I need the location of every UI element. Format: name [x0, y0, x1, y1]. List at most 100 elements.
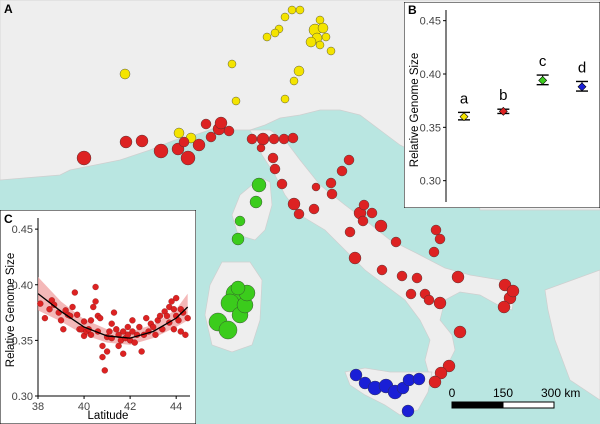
- map-point-red-56: [428, 375, 442, 389]
- panel-c-point-52: [138, 348, 145, 355]
- panel-c-point-63: [163, 312, 171, 320]
- map-point-red-32: [366, 207, 378, 219]
- panel-b-ytick-label-0: 0.30: [420, 176, 441, 188]
- panel-b-mean-d: [577, 82, 587, 92]
- panel-b-y-axis: 0.30 0.35 0.40 0.45: [420, 10, 447, 202]
- panel-c-point-54: [143, 314, 150, 322]
- panel-c-point-33: [106, 328, 113, 335]
- panel-c-point-36: [110, 309, 118, 316]
- panel-c-point-68: [170, 326, 178, 333]
- map-point-red-13: [246, 133, 258, 145]
- panel-c-point-24: [92, 298, 99, 305]
- panel-c-point-20: [87, 331, 95, 338]
- panel-b-ytick-label-2: 0.40: [420, 69, 441, 81]
- map-point-red-24: [308, 203, 320, 215]
- panel-b-group-a: a: [458, 90, 470, 122]
- panel-c-point-21: [87, 317, 95, 324]
- map-point-red-51: [506, 284, 520, 298]
- map-point-red-4: [180, 150, 196, 166]
- panel-c-chart: C Relative Genome Size Latitude 0.30 0.35…: [0, 210, 196, 424]
- panel-c-point-32: [103, 348, 111, 355]
- map-point-red-1: [119, 135, 133, 149]
- map-point-red-3: [153, 143, 169, 159]
- panel-b-group-c: c: [536, 53, 549, 86]
- map-point-red-55: [434, 366, 448, 380]
- panel-c-point-72: [177, 328, 184, 335]
- panel-label-c: C: [4, 212, 13, 226]
- map-point-red-17: [287, 132, 299, 144]
- scale-bar-right-segment: [502, 401, 555, 409]
- map-point-red-47: [423, 294, 435, 306]
- panel-c-point-2: [46, 306, 53, 313]
- panel-c-point-57: [150, 323, 157, 331]
- map-point-red-14: [256, 132, 270, 146]
- map-point-red-25: [311, 182, 321, 192]
- panel-b-chart: B Relative Genome Size 0.300.350.400.45 …: [404, 2, 600, 208]
- map-point-red-16: [278, 133, 290, 145]
- panel-b-frame: [404, 2, 600, 208]
- map-point-red-22: [287, 197, 301, 211]
- map-point-green-7: [218, 320, 238, 340]
- panel-c-ytick-label-3: 0.45: [12, 224, 33, 236]
- panel-c-point-39: [115, 342, 122, 350]
- scale-bar: 0 150 300 km: [449, 386, 580, 409]
- map-point-red-43: [396, 270, 408, 282]
- map-point-red-40: [428, 246, 440, 258]
- map-point-yellow-15: [119, 68, 131, 80]
- map-point-yellow-17: [289, 76, 299, 86]
- map-point-red-31: [358, 199, 370, 211]
- land-greece: [544, 269, 600, 401]
- map-point-red-6: [192, 138, 206, 152]
- panel-c-point-71: [175, 317, 182, 324]
- panel-b-ylabel: Relative Genome Size: [409, 53, 421, 167]
- map-point-red-37: [390, 236, 402, 248]
- panel-b-group-b: b: [497, 87, 510, 116]
- map-point-red-46: [433, 296, 447, 310]
- panel-c-point-58: [152, 331, 159, 338]
- panel-c-xtick-label-1: 40: [78, 401, 90, 413]
- panel-c-point-66: [168, 298, 175, 305]
- panel-label-b: B: [408, 3, 417, 17]
- panel-b-group-d: d: [576, 59, 588, 92]
- map-points: [76, 5, 520, 418]
- panel-c-point-22: [90, 303, 97, 311]
- map-point-red-12: [178, 136, 190, 148]
- panel-b-mean-c: [538, 75, 548, 85]
- panel-b-groups: a b c d: [458, 53, 588, 122]
- map-point-red-27: [326, 188, 338, 200]
- map-point-yellow-20: [173, 127, 185, 139]
- panel-c-point-12: [71, 289, 78, 296]
- scale-bar-left-segment: [451, 401, 504, 409]
- map-point-red-0: [76, 150, 92, 166]
- panel-c-xtick-label-3: 44: [170, 401, 182, 413]
- map-point-yellow-16: [293, 65, 305, 77]
- panel-c-point-47: [129, 328, 136, 335]
- map-point-red-23: [293, 208, 305, 220]
- panel-c-point-29: [99, 353, 106, 361]
- panel-c-point-67: [170, 306, 178, 313]
- panel-c-plot: 0.30 0.35 0.40 0.45 38 40 42 44: [12, 218, 191, 413]
- panel-b-mean-b: [498, 106, 508, 116]
- map-point-red-18: [256, 143, 266, 153]
- map-point-red-34: [357, 215, 369, 227]
- map-point-red-54: [442, 359, 456, 373]
- map-point-red-20: [269, 163, 281, 175]
- panel-c-point-74: [179, 309, 187, 316]
- map-point-red-41: [411, 272, 423, 284]
- panel-b-ytick-label-3: 0.45: [420, 16, 441, 28]
- panel-c-point-60: [156, 312, 164, 320]
- panel-c-point-41: [120, 328, 127, 335]
- map-point-red-11: [200, 118, 212, 130]
- panel-c-point-7: [60, 326, 67, 333]
- panel-c-point-37: [113, 326, 120, 333]
- panel-c-point-11: [69, 303, 76, 311]
- panel-c-point-23: [92, 283, 99, 291]
- map-point-red-33: [374, 219, 388, 233]
- panel-c-point-16: [80, 318, 88, 325]
- panel-c-point-75: [182, 331, 189, 338]
- map-point-yellow-6: [315, 15, 325, 25]
- panel-c-point-51: [136, 323, 143, 331]
- map-point-red-21: [276, 178, 288, 190]
- map-point-red-7: [205, 131, 217, 143]
